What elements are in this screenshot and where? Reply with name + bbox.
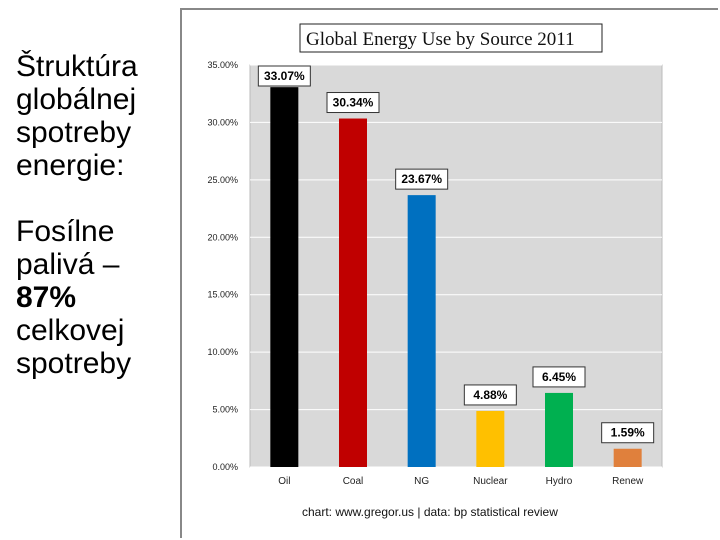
data-label: 33.07% <box>264 69 305 83</box>
data-label: 1.59% <box>611 426 645 440</box>
data-label: 6.45% <box>542 370 576 384</box>
x-tick-label: Nuclear <box>473 476 508 487</box>
text-line: Fosílne <box>16 215 115 248</box>
data-label-box <box>601 422 655 444</box>
y-tick-label: 10.00% <box>207 347 238 357</box>
data-label-box <box>257 65 311 87</box>
line-gap <box>16 182 166 215</box>
y-tick-label: 30.00% <box>207 117 238 127</box>
grid <box>250 64 662 468</box>
y-tick-label: 35.00% <box>207 60 238 70</box>
y-tick-label: 25.00% <box>207 175 238 185</box>
plot-area <box>249 64 663 468</box>
y-tick-label: 0.00% <box>212 462 238 472</box>
data-label-box <box>326 92 380 114</box>
bar-coal <box>339 118 367 467</box>
text-line: Štruktúra <box>16 50 138 83</box>
data-labels: 33.07% 30.34% 23.67% 4.88% 6.45% 1.59% <box>257 65 655 444</box>
data-label-box <box>532 366 586 388</box>
highlight-percent: 87% <box>16 281 77 314</box>
bar-chart: Global Energy Use by Source 2011 0.00% 5.… <box>207 23 663 519</box>
bar-ng <box>407 195 436 467</box>
text-line: spotreby <box>16 347 132 380</box>
chart-title: Global Energy Use by Source 2011 <box>306 29 575 50</box>
data-label: 4.88% <box>473 388 507 402</box>
bar-nuclear <box>476 410 505 467</box>
x-tick-label: Renew <box>612 476 644 487</box>
bar-oil <box>270 87 299 468</box>
x-tick-label: Oil <box>278 476 290 487</box>
y-tick-label: 15.00% <box>207 290 238 300</box>
data-label-box <box>395 168 449 190</box>
y-tick-label: 5.00% <box>212 405 238 415</box>
x-tick-label: NG <box>414 476 429 487</box>
bars <box>270 87 642 468</box>
slide-text: Štruktúra globálnej spotreby energie: Fo… <box>16 50 166 380</box>
title-box <box>299 23 603 53</box>
bar-hydro <box>545 392 573 467</box>
x-tick-label: Coal <box>343 476 364 487</box>
text-line: globálnej <box>16 83 137 116</box>
y-axis: 0.00% 5.00% 10.00% 15.00% 20.00% 25.00% 30.00%… <box>207 60 238 472</box>
bar-renew <box>613 448 642 467</box>
text-line: spotreby <box>16 116 132 149</box>
data-label-box <box>463 384 517 406</box>
text-line: palivá – <box>16 248 120 281</box>
data-label: 23.67% <box>401 172 442 186</box>
text-line: celkovej <box>16 314 125 347</box>
y-tick-label: 20.00% <box>207 232 238 242</box>
x-axis: Oil Coal NG Nuclear Hydro Renew <box>278 476 644 487</box>
x-tick-label: Hydro <box>546 476 573 487</box>
data-label: 30.34% <box>333 96 374 110</box>
text-line: energie: <box>16 149 125 182</box>
chart-footer: chart: www.gregor.us | data: bp statisti… <box>302 505 558 519</box>
